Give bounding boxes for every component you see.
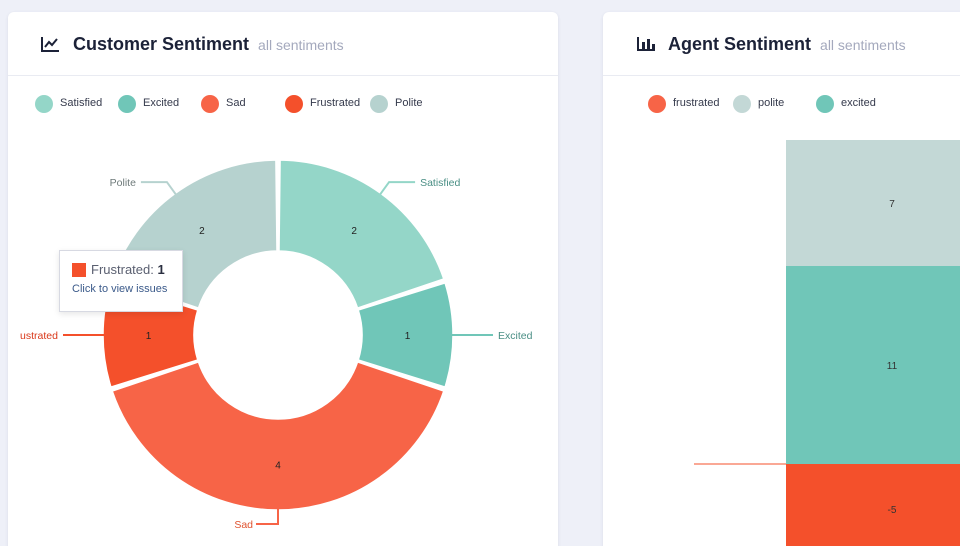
legend-label: excited: [841, 97, 876, 109]
leader-line: [140, 181, 178, 196]
bar-chart-icon: [637, 37, 655, 51]
slice-value-label: 1: [146, 331, 152, 342]
legend-label: Sad: [226, 97, 246, 109]
customer-sentiment-card: Customer Sentiment all sentiments Satisf…: [8, 12, 558, 546]
slice-outer-label: Polite: [110, 177, 136, 189]
tooltip-label: Frustrated:: [91, 262, 154, 277]
card-subtitle: all sentiments: [820, 37, 906, 53]
slice-outer-label: Excited: [498, 330, 533, 342]
tooltip-title: Frustrated: 1: [91, 262, 165, 277]
leader-line: [256, 508, 279, 525]
slice-value-label: 2: [199, 226, 205, 237]
slice-value-label: 2: [351, 226, 357, 237]
legend-swatch: [35, 95, 53, 113]
agent-legend: frustrated polite excited: [603, 95, 960, 115]
donut-slice-excited[interactable]: [357, 281, 454, 389]
leader-line: [378, 181, 416, 196]
card-title: Agent Sentiment all sentiments: [668, 34, 906, 55]
legend-swatch: [285, 95, 303, 113]
agent-stacked-bar-chart: 11 7 -5: [694, 140, 960, 546]
tooltip-value: 1: [157, 262, 165, 277]
legend-swatch: [370, 95, 388, 113]
slice-outer-label: Sad: [234, 519, 253, 531]
legend-swatch: [118, 95, 136, 113]
legend-label: Excited: [143, 97, 180, 109]
legend-swatch: [201, 95, 219, 113]
agent-sentiment-card: Agent Sentiment all sentiments frustrate…: [603, 12, 960, 546]
bar-value-label: -5: [888, 505, 897, 516]
slice-value-label: 1: [405, 331, 411, 342]
view-issues-link[interactable]: Click to view issues: [72, 283, 168, 295]
bar-segment-polite[interactable]: [786, 140, 960, 266]
card-title-text: Customer Sentiment: [73, 34, 250, 54]
legend-label: polite: [758, 97, 785, 109]
legend-label: Polite: [395, 97, 423, 109]
donut-slice-sad[interactable]: [111, 360, 445, 511]
legend-label: Frustrated: [310, 97, 361, 109]
card-subtitle: all sentiments: [258, 37, 344, 53]
line-chart-icon: [41, 37, 59, 52]
legend-label: frustrated: [673, 97, 720, 109]
legend-swatch: [733, 95, 751, 113]
card-header: Agent Sentiment all sentiments: [603, 12, 960, 76]
bar-segment-excited[interactable]: [786, 266, 960, 464]
slice-outer-label: Satisfied: [420, 177, 460, 189]
legend-swatch: [648, 95, 666, 113]
bar-value-label: 11: [887, 361, 898, 372]
card-title-text: Agent Sentiment: [668, 34, 812, 54]
legend-swatch: [816, 95, 834, 113]
bar-segment-frustrated[interactable]: [786, 464, 960, 546]
donut-slice-satisfied[interactable]: [278, 159, 445, 310]
customer-legend: Satisfied Excited Sad Frustrated Polite: [8, 95, 558, 115]
chart-tooltip[interactable]: Frustrated: 1 Click to view issues: [59, 250, 183, 312]
tooltip-swatch: [72, 263, 86, 277]
bar-value-label: 7: [889, 199, 895, 210]
legend-label: Satisfied: [60, 97, 103, 109]
slice-value-label: 4: [275, 461, 281, 472]
card-header: Customer Sentiment all sentiments: [8, 12, 558, 76]
slice-outer-label: ustrated: [20, 330, 58, 342]
card-title: Customer Sentiment all sentiments: [73, 34, 344, 55]
